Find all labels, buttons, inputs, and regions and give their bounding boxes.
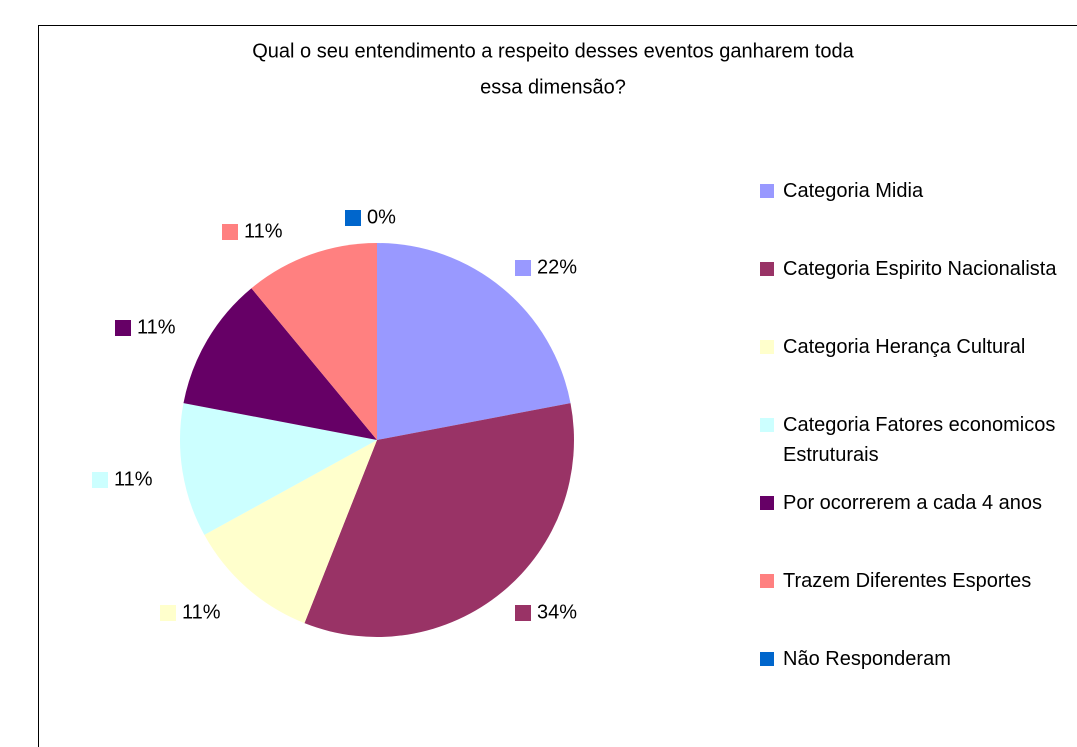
label-swatch [115, 320, 131, 336]
legend-label: Categoria Fatores economicos Estruturais [783, 414, 1056, 466]
data-label: 22% [537, 256, 577, 278]
chart-border [38, 25, 1077, 747]
label-swatch [515, 260, 531, 276]
legend-label: Categoria Herança Cultural [783, 336, 1026, 358]
legend-item: Trazem Diferentes Esportes [760, 566, 1075, 596]
legend-swatch [760, 184, 774, 198]
pie-slice [304, 403, 574, 637]
data-label: 11% [114, 468, 153, 490]
legend-item: Por ocorrerem a cada 4 anos [760, 488, 1075, 518]
legend-label: Categoria Espirito Nacionalista [783, 258, 1057, 280]
data-label: 0% [367, 206, 396, 228]
legend-swatch [760, 262, 774, 276]
legend-item: Categoria Fatores economicos Estruturais [760, 410, 1075, 470]
legend-label: Trazem Diferentes Esportes [783, 570, 1032, 592]
pie-slice [377, 243, 571, 440]
legend-item: Não Responderam [760, 644, 1075, 674]
legend-label: Categoria Midia [783, 180, 924, 202]
data-label: 11% [182, 601, 221, 623]
legend-label: Não Responderam [783, 648, 951, 670]
legend-swatch [760, 418, 774, 432]
label-swatch [160, 605, 176, 621]
chart-title: Qual o seu entendimento a respeito desse… [252, 40, 854, 62]
chart-title: essa dimensão? [480, 76, 626, 98]
legend-item: Categoria Midia [760, 176, 1075, 206]
data-label: 11% [137, 316, 176, 338]
pie-slice [204, 440, 377, 624]
pie-slice [183, 288, 377, 440]
legend-item: Categoria Espirito Nacionalista [760, 254, 1075, 284]
label-swatch [515, 605, 531, 621]
data-label: 34% [537, 601, 577, 623]
legend-label: Por ocorrerem a cada 4 anos [783, 492, 1043, 514]
legend-swatch [760, 496, 774, 510]
pie-slice [180, 403, 377, 535]
label-swatch [92, 472, 108, 488]
label-swatch [345, 210, 361, 226]
legend-item: Categoria Herança Cultural [760, 332, 1075, 362]
pie-slice [251, 243, 377, 440]
label-swatch [222, 224, 238, 240]
data-label: 11% [244, 220, 283, 242]
legend-swatch [760, 652, 774, 666]
legend-swatch [760, 340, 774, 354]
legend-swatch [760, 574, 774, 588]
